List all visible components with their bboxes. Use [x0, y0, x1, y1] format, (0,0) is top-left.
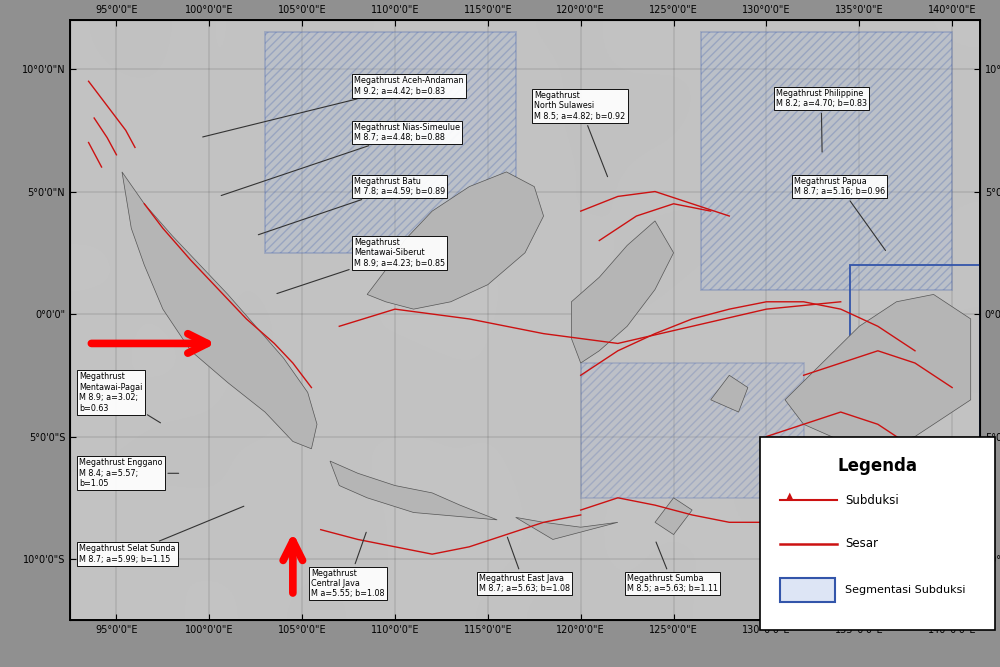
- Polygon shape: [367, 172, 544, 309]
- Polygon shape: [655, 498, 692, 534]
- Text: Megathrust Papua
M 8.7; a=5.16; b=0.96: Megathrust Papua M 8.7; a=5.16; b=0.96: [794, 177, 886, 251]
- Text: Megathrust Sumba
M 8.5; a=5.63; b=1.11: Megathrust Sumba M 8.5; a=5.63; b=1.11: [627, 542, 718, 593]
- Text: Megathrust Enggano
M 8.4; a=5.57;
b=1.05: Megathrust Enggano M 8.4; a=5.57; b=1.05: [79, 458, 179, 488]
- Text: Legenda: Legenda: [838, 457, 918, 475]
- Polygon shape: [711, 376, 748, 412]
- Bar: [581, 363, 804, 498]
- Text: Subduksi: Subduksi: [845, 494, 899, 507]
- Text: Megathrust Batu
M 7.8; a=4.59; b=0.89: Megathrust Batu M 7.8; a=4.59; b=0.89: [258, 177, 445, 235]
- Text: Sesar: Sesar: [845, 537, 878, 550]
- Text: ▲: ▲: [786, 492, 794, 501]
- Polygon shape: [571, 221, 674, 363]
- Bar: [265, 32, 516, 253]
- Polygon shape: [122, 172, 317, 449]
- Polygon shape: [785, 294, 971, 449]
- Text: Megathrust Philippine
M 8.2; a=4.70; b=0.83: Megathrust Philippine M 8.2; a=4.70; b=0…: [776, 89, 867, 152]
- Text: Megathrust
North Sulawesi
M 8.5; a=4.82; b=0.92: Megathrust North Sulawesi M 8.5; a=4.82;…: [534, 91, 626, 177]
- Text: Megathrust East Java
M 8.7; a=5.63; b=1.08: Megathrust East Java M 8.7; a=5.63; b=1.…: [479, 537, 570, 593]
- Text: Megathrust
Mentawai-Siberut
M 8.9; a=4.23; b=0.85: Megathrust Mentawai-Siberut M 8.9; a=4.2…: [277, 238, 445, 293]
- Bar: [850, 265, 980, 449]
- Text: Megathrust
Central Java
M a=5.55; b=1.08: Megathrust Central Java M a=5.55; b=1.08: [311, 532, 385, 598]
- Text: Megathrust Selat Sunda
M 8.7; a=5.99; b=1.15: Megathrust Selat Sunda M 8.7; a=5.99; b=…: [79, 506, 244, 564]
- Polygon shape: [330, 461, 497, 520]
- Bar: [701, 32, 952, 289]
- Text: Megathrust
Mentawai-Pagai
M 8.9; a=3.02;
b=0.63: Megathrust Mentawai-Pagai M 8.9; a=3.02;…: [79, 372, 160, 423]
- Text: Megathrust Nias-Simeulue
M 8.7; a=4.48; b=0.88: Megathrust Nias-Simeulue M 8.7; a=4.48; …: [221, 123, 460, 195]
- Text: Megathrust Aceh-Andaman
M 9.2; a=4.42; b=0.83: Megathrust Aceh-Andaman M 9.2; a=4.42; b…: [203, 77, 464, 137]
- Text: Segmentasi Subduksi: Segmentasi Subduksi: [845, 586, 966, 595]
- Polygon shape: [516, 518, 618, 540]
